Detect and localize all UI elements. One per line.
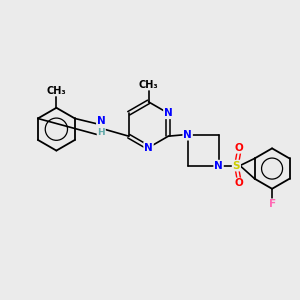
Text: S: S [232, 160, 240, 171]
Text: N: N [214, 160, 223, 171]
Text: CH₃: CH₃ [46, 85, 66, 96]
Text: O: O [234, 143, 243, 153]
Text: N: N [164, 108, 173, 118]
Text: O: O [234, 178, 243, 188]
Text: N: N [144, 142, 153, 153]
Text: CH₃: CH₃ [139, 80, 158, 90]
Text: N: N [183, 130, 192, 140]
Text: H: H [98, 128, 105, 137]
Text: N: N [97, 116, 106, 127]
Text: F: F [268, 199, 276, 209]
